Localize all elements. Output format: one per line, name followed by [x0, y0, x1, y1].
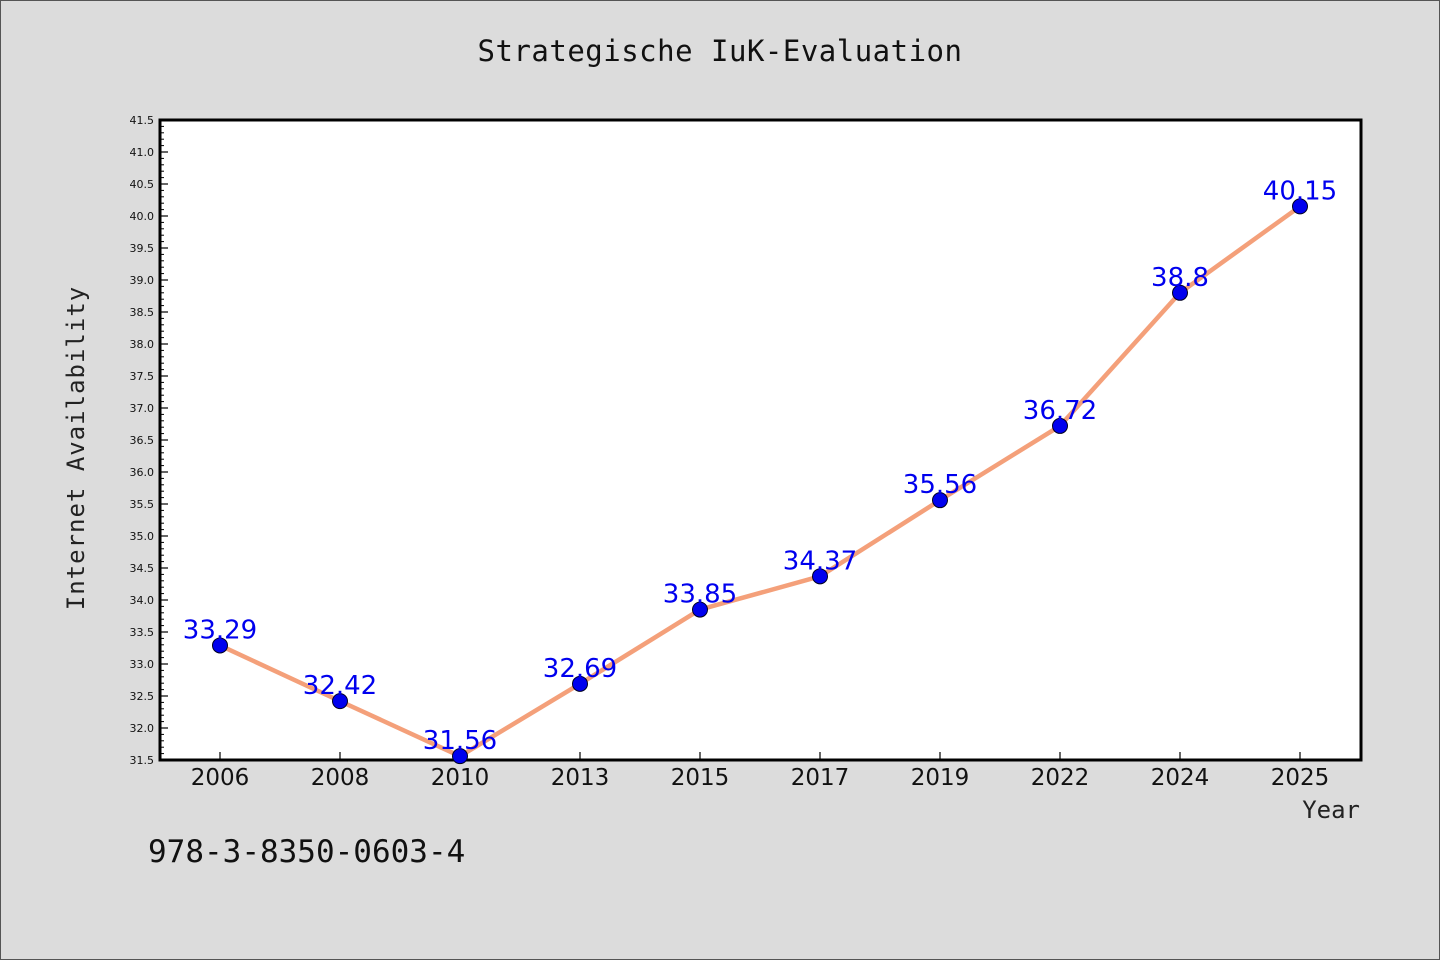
data-label: 33.85: [663, 580, 737, 610]
data-point: [332, 693, 348, 710]
x-tick-label: 2008: [311, 765, 370, 791]
data-point: [812, 568, 828, 585]
y-tick-label: 40.0: [130, 210, 155, 223]
data-point: [1292, 198, 1308, 215]
data-point: [1172, 284, 1188, 301]
data-label: 34.37: [783, 546, 857, 576]
x-tick-label: 2017: [791, 765, 850, 791]
data-label: 32.42: [303, 671, 377, 701]
y-tick-label: 34.5: [130, 562, 155, 575]
data-label: 32.69: [543, 654, 617, 684]
data-label: 31.56: [423, 726, 497, 756]
x-tick-label: 2025: [1271, 765, 1330, 791]
x-tick-label: 2015: [671, 765, 730, 791]
y-tick-label: 38.0: [130, 338, 155, 351]
y-tick-label: 38.5: [130, 306, 155, 319]
y-tick-label: 32.0: [130, 722, 155, 735]
isbn-footer: 978-3-8350-0603-4: [148, 834, 466, 870]
data-point: [572, 675, 588, 692]
data-label: 35.56: [903, 470, 977, 500]
y-tick-label: 39.5: [130, 242, 155, 255]
y-tick-label: 31.5: [130, 754, 155, 767]
x-tick-label: 2006: [191, 765, 250, 791]
y-tick-label: 37.5: [130, 370, 155, 383]
y-tick-label: 35.0: [130, 530, 155, 543]
plot-area: [158, 118, 1363, 762]
data-point: [692, 601, 708, 618]
x-tick-label: 2013: [551, 765, 610, 791]
data-point: [932, 492, 948, 509]
y-tick-label: 36.0: [130, 466, 155, 479]
data-point: [1052, 417, 1068, 434]
y-tick-label: 33.5: [130, 626, 155, 639]
x-tick-label: 2019: [911, 765, 970, 791]
x-tick-label: 2024: [1151, 765, 1210, 791]
y-tick-label: 35.5: [130, 498, 155, 511]
y-tick-label: 34.0: [130, 594, 155, 607]
series-line: [217, 204, 1303, 759]
y-tick-label: 39.0: [130, 274, 155, 287]
y-tick-label: 40.5: [130, 178, 155, 191]
data-point: [212, 637, 228, 654]
x-tick-label: 2010: [431, 765, 490, 791]
x-tick-label: 2022: [1031, 765, 1090, 791]
y-tick-label: 32.5: [130, 690, 155, 703]
data-point: [452, 748, 468, 765]
y-tick-label: 33.0: [130, 658, 155, 671]
data-label: 40.15: [1263, 176, 1337, 206]
data-label: 36.72: [1023, 396, 1097, 426]
y-tick-label: 41.0: [130, 146, 155, 159]
y-tick-label: 37.0: [130, 402, 155, 415]
chart-title: Strategische IuK-Evaluation: [477, 34, 963, 68]
y-tick-label: 36.5: [130, 434, 155, 447]
y-tick-label: 41.5: [130, 114, 155, 127]
data-label: 38.8: [1151, 263, 1209, 293]
data-label: 33.29: [183, 615, 257, 645]
x-axis-label: Year: [1302, 796, 1360, 824]
